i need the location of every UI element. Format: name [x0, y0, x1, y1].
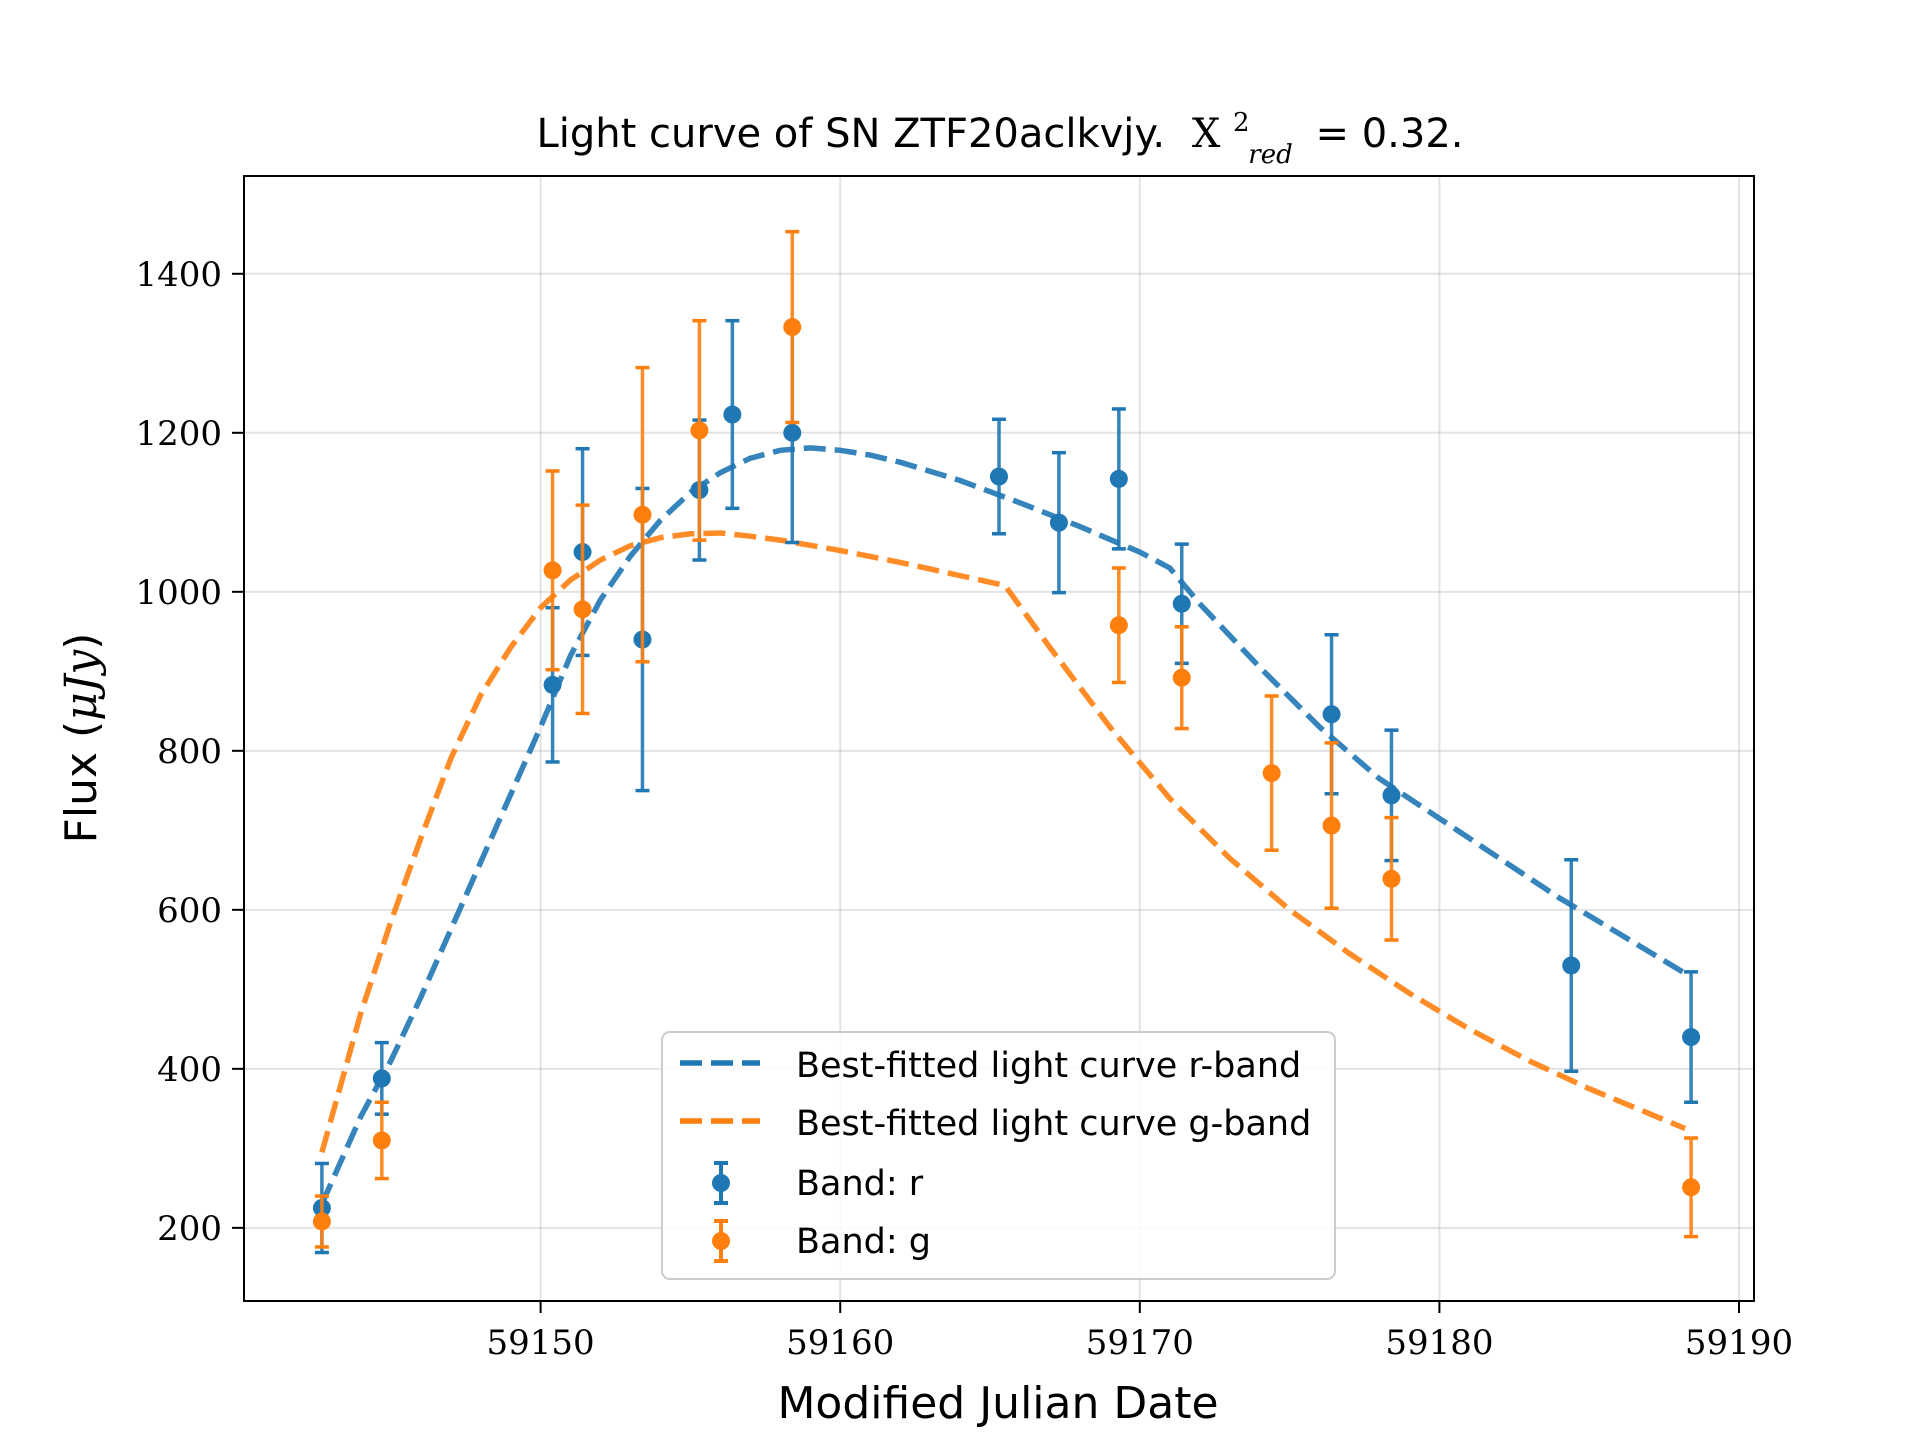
- y-tick-label: 1200: [135, 414, 222, 454]
- y-axis-label-close: ): [56, 633, 107, 650]
- data-point-r: [1682, 1028, 1701, 1047]
- y-tick-label: 400: [157, 1050, 222, 1090]
- data-point-r: [372, 1069, 391, 1088]
- data-point-r: [1322, 705, 1341, 724]
- x-tick-label: 59180: [1385, 1323, 1493, 1363]
- y-axis-label: Flux (μJy): [56, 633, 107, 844]
- data-point-r: [1382, 786, 1401, 805]
- fit-curve-g-band: [319, 530, 1687, 1154]
- y-tick-label: 200: [157, 1209, 222, 1249]
- data-point-g: [312, 1212, 331, 1231]
- data-point-r: [1172, 594, 1191, 613]
- legend-band-g-swatch: [712, 1219, 730, 1263]
- series-band-g: [312, 229, 1701, 1249]
- data-point-g: [543, 561, 562, 580]
- data-point-g: [1109, 616, 1128, 635]
- data-point-g: [573, 600, 592, 619]
- data-point-g: [633, 505, 652, 524]
- legend-fit-g-label: Best-fitted light curve g-band: [796, 1104, 1311, 1144]
- y-tick-label: 600: [157, 891, 222, 931]
- legend-band-r-swatch: [712, 1161, 730, 1205]
- plot-frame: [243, 175, 1755, 1302]
- y-axis-label-unit: μJy: [56, 649, 107, 721]
- data-point-r: [783, 423, 802, 442]
- x-tick-label: 59150: [487, 1323, 595, 1363]
- data-point-g: [1262, 764, 1281, 783]
- legend: Best-fitted light curve r-band Best-fitt…: [661, 1031, 1336, 1280]
- data-point-r: [723, 405, 742, 424]
- chi-subscript: red: [1248, 140, 1292, 170]
- data-point-g: [1682, 1178, 1701, 1197]
- data-point-g: [1322, 816, 1341, 835]
- legend-band-g-label: Band: g: [796, 1222, 931, 1262]
- data-point-r: [1562, 956, 1581, 975]
- data-point-g: [1382, 869, 1401, 888]
- data-point-r: [1049, 513, 1068, 532]
- data-point-g: [690, 421, 709, 440]
- x-axis-label: Modified Julian Date: [777, 1378, 1218, 1429]
- data-points: [312, 229, 1701, 1255]
- data-point-g: [372, 1131, 391, 1150]
- legend-fit-r-label: Best-fitted light curve r-band: [796, 1046, 1301, 1086]
- data-point-r: [543, 675, 562, 694]
- chi-symbol: X: [1192, 111, 1221, 157]
- y-tick-label: 1400: [135, 255, 222, 295]
- y-tick-label: 1000: [135, 573, 222, 613]
- data-point-g: [1172, 668, 1191, 687]
- x-tick-label: 59170: [1086, 1323, 1194, 1363]
- chart-title-text: Light curve of SN ZTF20aclkvjy.: [536, 111, 1165, 157]
- fit-curves: [319, 445, 1687, 1206]
- fit-curve-r-band: [319, 445, 1687, 1206]
- legend-box: [661, 1031, 1336, 1280]
- y-axis-label-text: Flux (: [56, 721, 107, 844]
- y-axis-ticks: 200 400 600 800 1000 1200 1400: [135, 255, 244, 1249]
- x-tick-label: 59160: [786, 1323, 894, 1363]
- chi-superscript: 2: [1233, 108, 1250, 138]
- chi-value: = 0.32.: [1315, 111, 1463, 157]
- data-point-r: [1109, 469, 1128, 488]
- chart-title: Light curve of SN ZTF20aclkvjy. X 2 red …: [536, 95, 1463, 173]
- data-point-g: [783, 318, 802, 337]
- x-axis-ticks: 59150 59160 59170 59180 59190: [487, 1301, 1793, 1363]
- data-point-r: [990, 467, 1008, 486]
- legend-band-r-label: Band: r: [796, 1164, 924, 1204]
- x-tick-label: 59190: [1685, 1323, 1793, 1363]
- y-tick-label: 800: [157, 732, 222, 772]
